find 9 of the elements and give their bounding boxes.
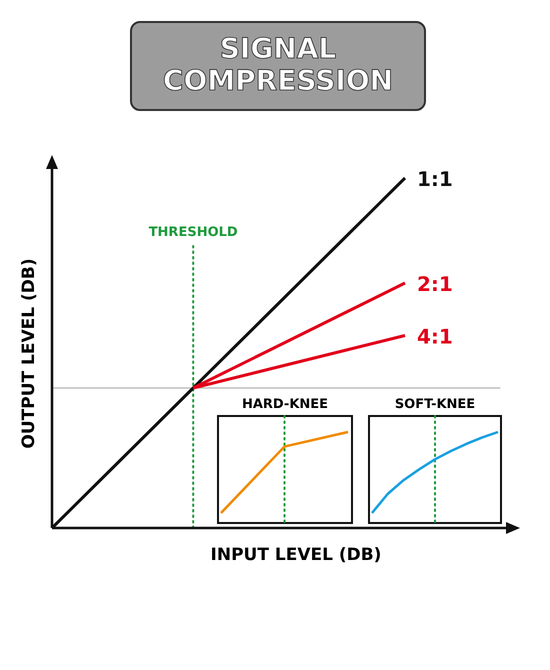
chart-title: SIGNAL COMPRESSION [162,32,394,97]
series-label: 2:1 [417,272,453,296]
series-label: 4:1 [417,324,453,348]
annotation: THRESHOLD [148,225,238,240]
x-axis-title: INPUT LEVEL (DB) [210,545,382,565]
y-axis-title: OUTPUT LEVEL (DB) [19,258,39,449]
chart-title: HARD-KNEE [242,397,328,412]
chart-title: SOFT-KNEE [394,397,476,412]
series-label: 1:1 [417,167,453,191]
